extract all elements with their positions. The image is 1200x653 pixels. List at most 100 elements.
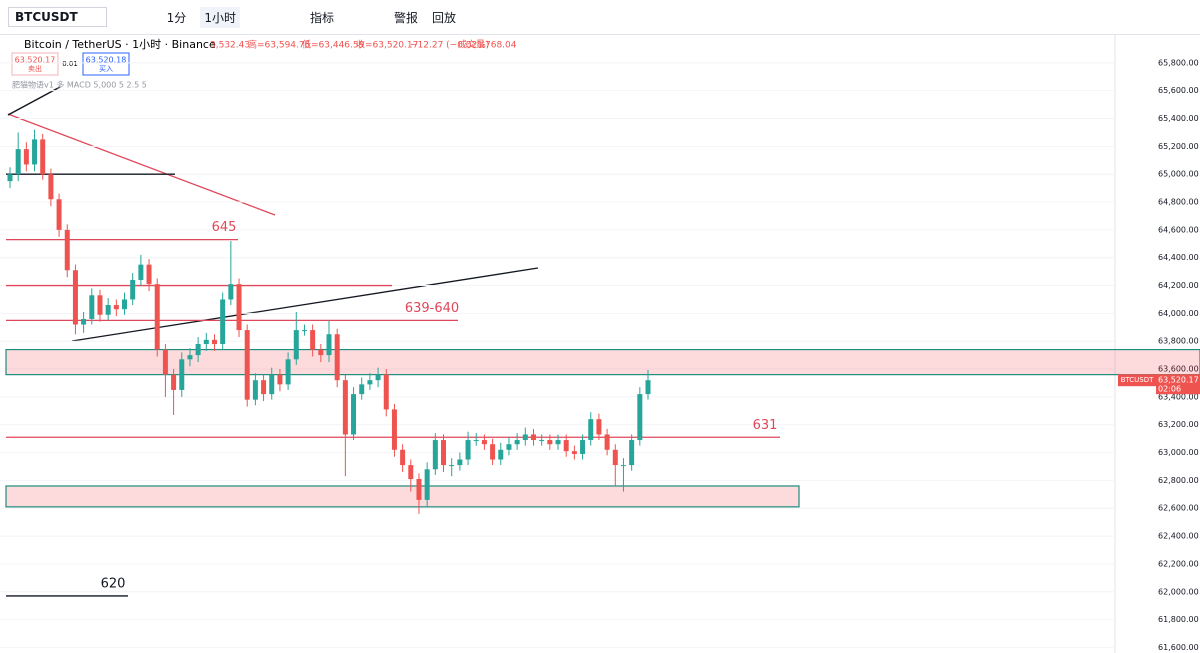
candle-body [171, 374, 177, 390]
zone [5, 348, 1200, 376]
symbol[interactable]: BTCUSDT [8, 7, 107, 27]
legend-change: −12.27 (−0.02%) [410, 41, 489, 51]
candle-body [56, 199, 62, 230]
candle-body [498, 449, 504, 460]
candle-body [547, 440, 553, 445]
trend-line [7, 86, 61, 116]
candle-body [400, 449, 406, 466]
candle-body [432, 440, 438, 470]
candle-body [580, 440, 586, 454]
candle-body [113, 305, 119, 310]
candle-body [97, 295, 103, 315]
candle-body [530, 434, 536, 441]
candle-body [645, 380, 651, 395]
candle-body [449, 465, 455, 467]
spread: 0.01 [62, 60, 78, 68]
price-tag-price: 63,520.17 [1158, 376, 1199, 385]
candle-body [571, 451, 577, 454]
buy-label: 买入 [99, 65, 113, 73]
y-tick-label: 65,600.00 [1158, 86, 1199, 95]
candle-body [81, 318, 87, 325]
legend-high: 高=63,594.76 [248, 39, 311, 51]
candle-body [424, 469, 430, 500]
price-tag [1156, 374, 1200, 395]
candle-body [32, 139, 38, 165]
y-tick-label: 65,200.00 [1158, 142, 1199, 151]
candle-body [146, 264, 152, 285]
candle-body [637, 394, 643, 441]
candle-body [383, 374, 389, 410]
trend-line [71, 267, 539, 342]
y-tick-label: 65,800.00 [1158, 58, 1199, 67]
candle-body [612, 449, 618, 466]
candle-body [408, 465, 414, 480]
level-label: 631 [753, 418, 778, 433]
candle-body [596, 419, 602, 435]
candle-body [367, 380, 373, 385]
candle-body [179, 359, 185, 390]
replay[interactable]: 回放 [431, 10, 456, 25]
indicators[interactable]: 指标 [309, 10, 334, 25]
alert[interactable]: 警报 [393, 10, 418, 25]
candle-body [629, 440, 635, 466]
sell-price: 63,520.17 [15, 56, 56, 65]
candle-body [23, 149, 29, 165]
candle-body [72, 270, 78, 325]
buy-price: 63,520.18 [86, 56, 127, 65]
candle-body [506, 444, 512, 450]
candle-body [15, 149, 21, 175]
candle-body [154, 284, 160, 350]
candle-body [620, 465, 626, 467]
candle-body [162, 349, 168, 375]
interval[interactable]: 1分 [166, 10, 187, 25]
buy-box[interactable] [82, 52, 130, 76]
y-tick-label: 63,200.00 [1158, 420, 1199, 429]
y-tick-label: 63,400.00 [1158, 392, 1199, 401]
candle-body [326, 334, 332, 356]
y-tick-label: 62,800.00 [1158, 476, 1199, 485]
candle-body [359, 384, 365, 395]
candle-body [138, 264, 144, 280]
candle-body [351, 394, 357, 435]
candle-body [261, 380, 267, 395]
candle-body [555, 440, 561, 445]
interval[interactable]: 1小时 [200, 6, 240, 28]
candle-body [539, 440, 545, 442]
candle-body [228, 284, 234, 300]
y-tick-label: 64,600.00 [1158, 225, 1199, 234]
zone [5, 485, 800, 508]
level-label: 639-640 [405, 301, 459, 316]
y-tick-label: 65,400.00 [1158, 114, 1199, 123]
candle-body [604, 434, 610, 450]
legend-title: Bitcoin / TetherUS · 1小时 · Binance [24, 38, 216, 51]
candle-body [481, 440, 487, 445]
toolbar: BTCUSDT 1分 1小时 指标 警报 回放 [0, 0, 1200, 35]
candle-body [441, 440, 447, 466]
candle-body [277, 374, 283, 385]
sell-box[interactable] [11, 52, 59, 76]
candle-body [236, 284, 242, 331]
chart: Bitcoin / TetherUS · 1小时 · Binance 3,532… [0, 35, 1200, 653]
price-tag-symbol-text: BTCUSDT [1121, 376, 1155, 384]
y-tick-label: 64,000.00 [1158, 309, 1199, 318]
candle-body [416, 479, 422, 500]
y-tick-label: 62,400.00 [1158, 532, 1199, 541]
legend-open: 3,532.43 [210, 41, 250, 51]
candle-body [285, 359, 291, 385]
level-label: 645 [212, 220, 237, 235]
candle-body [130, 279, 136, 300]
candle-body [48, 174, 54, 200]
candle-body [301, 330, 307, 332]
candle-body [391, 409, 397, 450]
candle-body [40, 139, 46, 175]
candle-body [64, 229, 70, 271]
y-tick-label: 63,600.00 [1158, 365, 1199, 374]
candle-body [588, 419, 594, 441]
candle-body [293, 330, 299, 360]
legend-volume: 成交量768.04 [458, 39, 517, 51]
candle-body [105, 305, 111, 315]
y-tick-label: 63,800.00 [1158, 337, 1199, 346]
candle-body [211, 339, 217, 344]
candle-body [318, 349, 324, 356]
indicator-line: 肥猫物语v1 多 MACD 5,000 5 2.5 5 [12, 80, 147, 90]
